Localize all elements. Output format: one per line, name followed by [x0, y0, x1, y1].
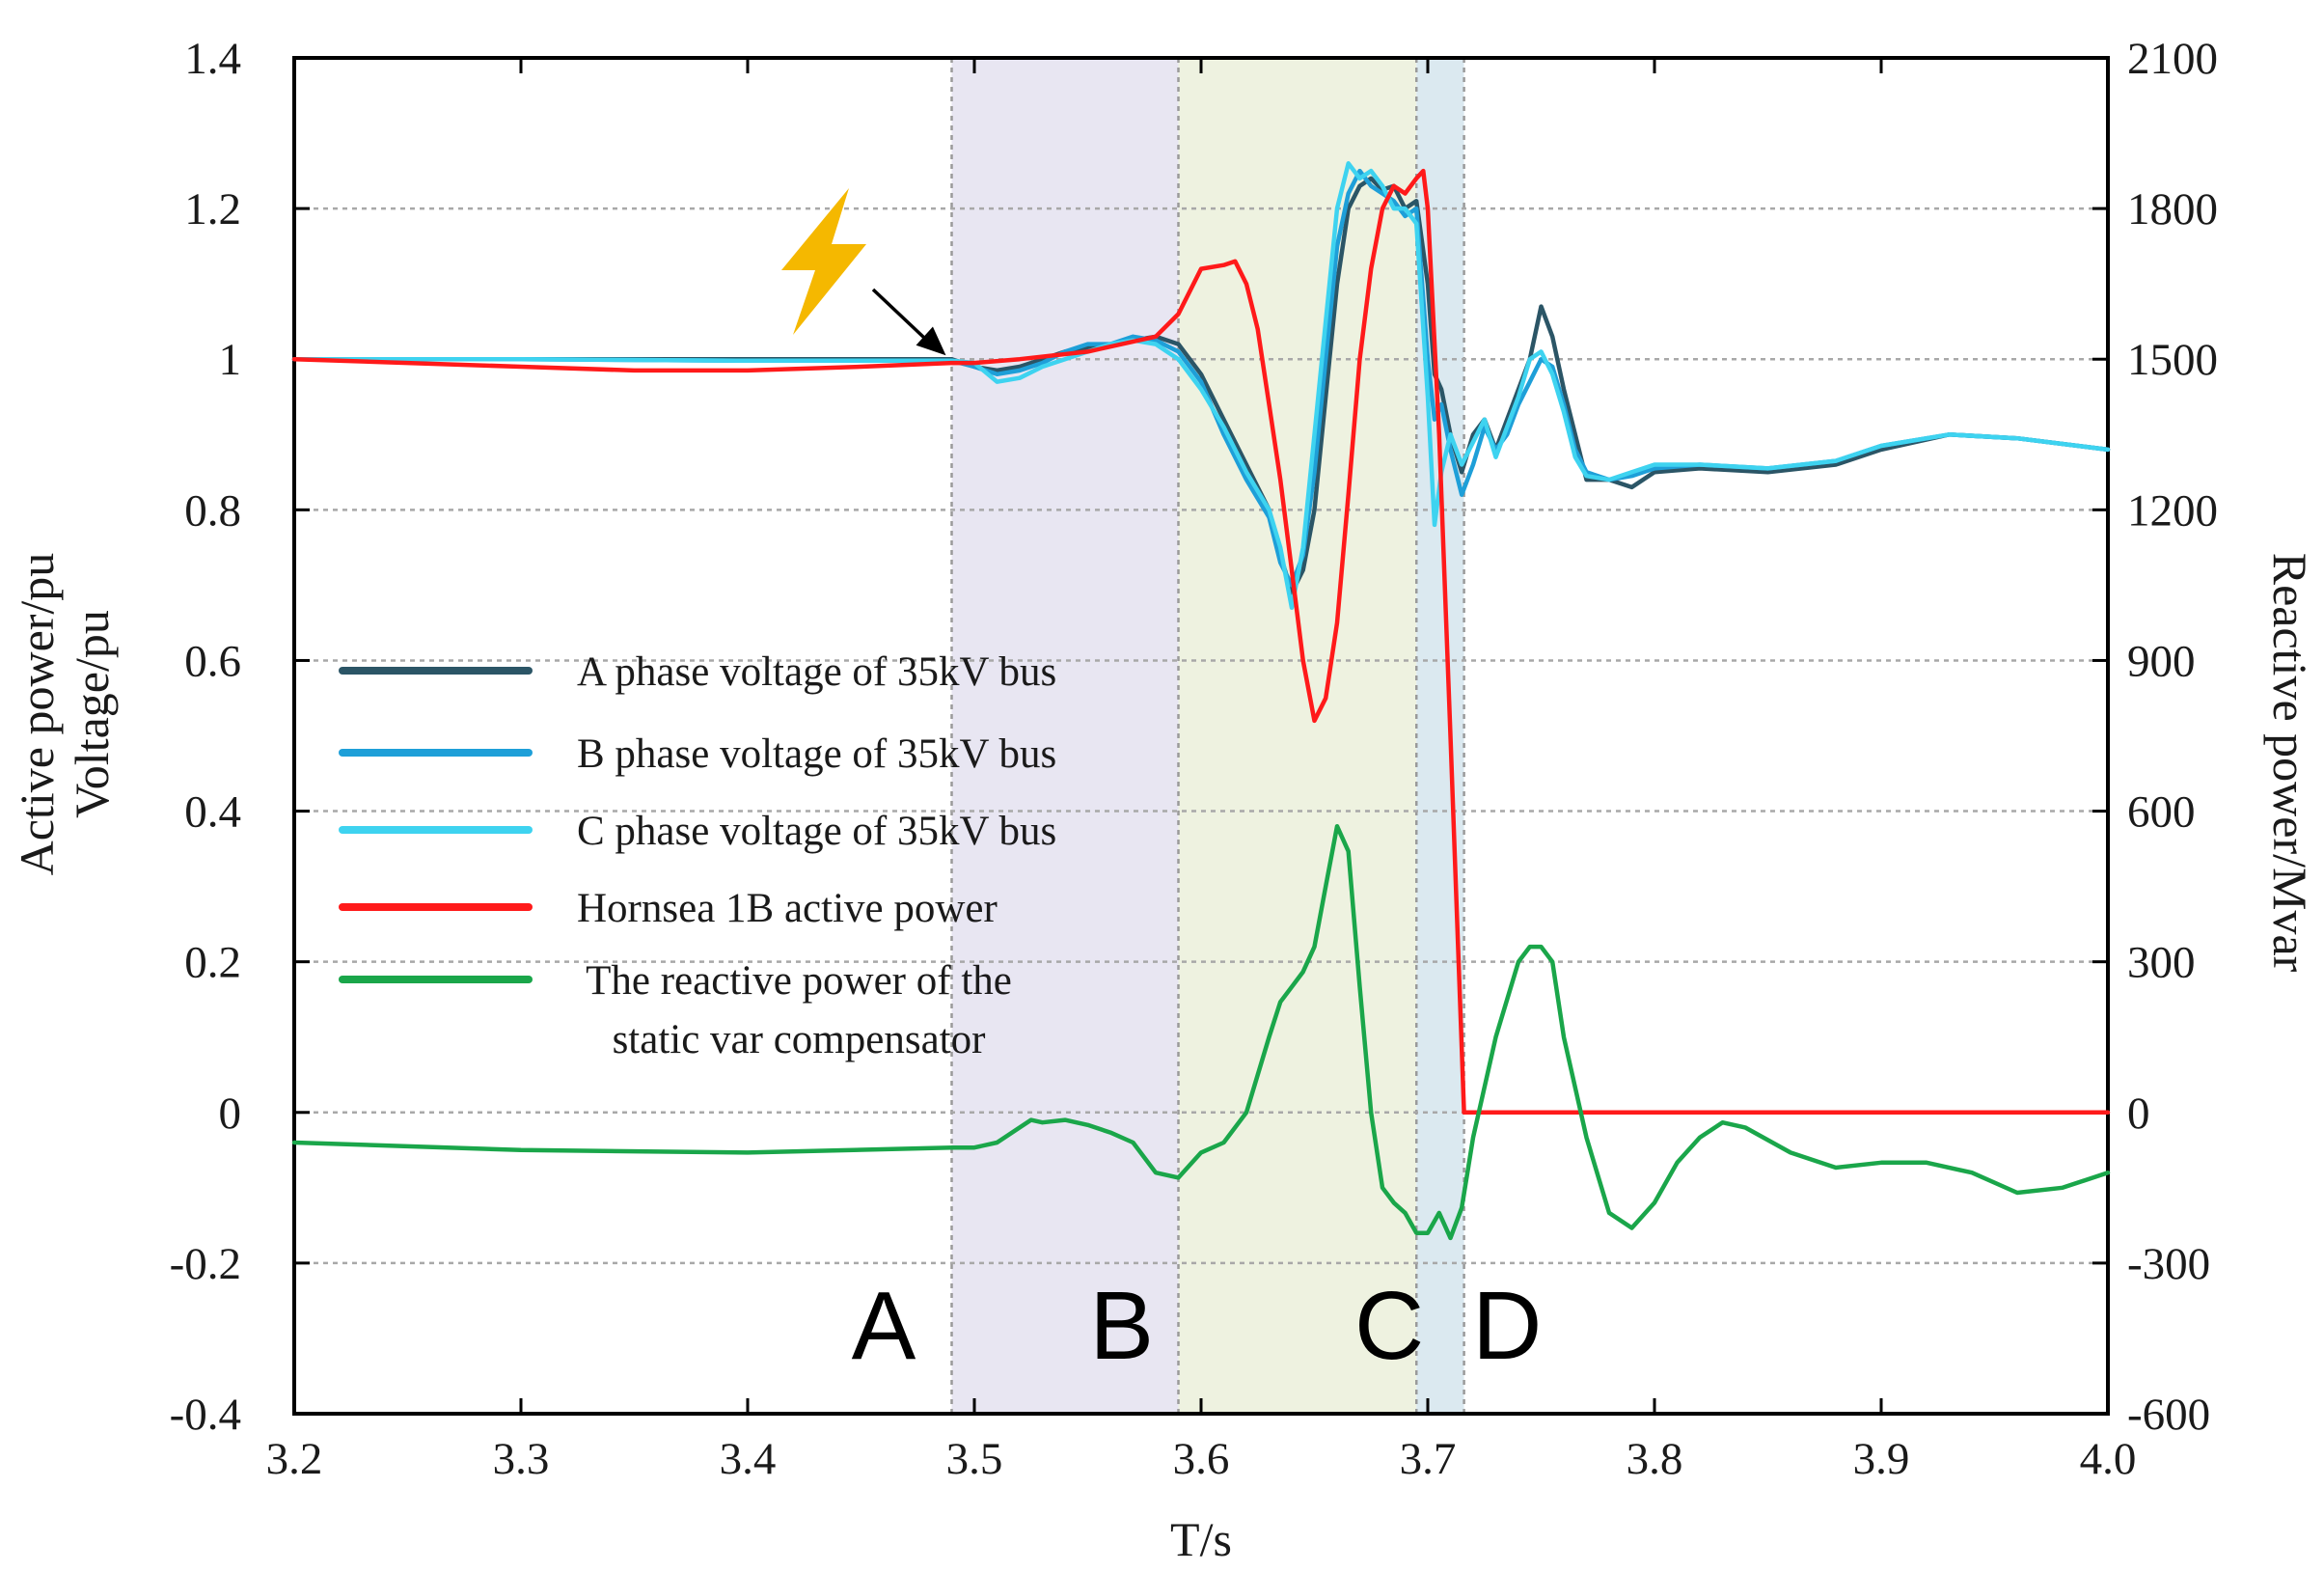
- y-right-tick-label: 900: [2127, 636, 2196, 686]
- y-left-tick-label: 1.4: [184, 34, 241, 84]
- series: [291, 161, 2111, 1241]
- region-label-d: D: [1472, 1272, 1542, 1380]
- legend-label-5: The reactive power of the: [586, 958, 1012, 1004]
- series-line-4: [291, 168, 2111, 1116]
- legend-label-3: C phase voltage of 35kV bus: [577, 809, 1056, 854]
- x-axis-title: T/s: [1170, 1512, 1232, 1566]
- y-right-tick-label: 1200: [2127, 485, 2218, 536]
- x-tick-label: 3.3: [493, 1434, 550, 1484]
- x-tick-label: 3.4: [720, 1434, 777, 1484]
- x-tick-label: 3.2: [266, 1434, 323, 1484]
- lightning-bolt-icon: [781, 188, 866, 335]
- y-left-tick-label: 0: [219, 1089, 242, 1139]
- fault-arrow-line: [871, 288, 930, 344]
- axes: 3.2 3.3 3.4 3.5 3.6 3.7 3.8 3.9 4.0 -0.4 -0.2 0 0.2 0…: [170, 34, 2218, 1484]
- region-a-shading: [951, 58, 1179, 1414]
- y-right-tick-label: -600: [2127, 1390, 2210, 1440]
- y-right-tick-label: 1500: [2127, 335, 2218, 385]
- y-left-tick-label: 1.2: [184, 184, 241, 234]
- y-left-tick-label: 0.6: [184, 636, 241, 686]
- legend-label-2: B phase voltage of 35kV bus: [577, 731, 1056, 777]
- region-label-c: C: [1354, 1272, 1424, 1380]
- y-axis-title-left-line2: Voltage/pu: [65, 610, 119, 818]
- grid: [294, 207, 2108, 1265]
- y-left-tick-label: 0.2: [184, 938, 241, 988]
- fault-arrow-head: [916, 326, 946, 356]
- y-left-tick-label: -0.4: [170, 1390, 241, 1440]
- y-left-tick-label: 0.8: [184, 485, 241, 536]
- legend-label-1: A phase voltage of 35kV bus: [577, 649, 1056, 695]
- y-left-tick-label: 0.4: [184, 787, 241, 838]
- shaded-regions: [950, 58, 1465, 1414]
- x-tick-label: 3.8: [1627, 1434, 1683, 1484]
- y-right-tick-label: -300: [2127, 1239, 2210, 1289]
- region-label-b: B: [1089, 1272, 1154, 1380]
- y-right-tick-label: 600: [2127, 787, 2196, 838]
- y-left-tick-label: 1: [219, 335, 242, 385]
- x-tick-label: 3.6: [1173, 1434, 1230, 1484]
- y-left-tick-label: -0.2: [170, 1239, 241, 1289]
- region-label-a: A: [852, 1272, 916, 1380]
- y-axis-title-left-line1: Active power/pu: [10, 553, 64, 876]
- legend-label-4: Hornsea 1B active power: [577, 886, 998, 931]
- region-b-shading: [1178, 58, 1417, 1414]
- y-right-tick-label: 0: [2127, 1089, 2150, 1139]
- y-right-tick-label: 300: [2127, 938, 2196, 988]
- y-right-tick-label: 1800: [2127, 184, 2218, 234]
- y-axis-title-right: Reactive power/Mvar: [2263, 553, 2317, 973]
- region-c-shading: [1416, 58, 1464, 1414]
- x-tick-label: 3.9: [1853, 1434, 1910, 1484]
- x-tick-label: 3.7: [1400, 1434, 1457, 1484]
- legend-label-5-cont: static var compensator: [613, 1017, 986, 1062]
- series-line-5: [291, 823, 2111, 1241]
- y-right-tick-label: 2100: [2127, 34, 2218, 84]
- x-tick-label: 4.0: [2080, 1434, 2137, 1484]
- legend: A phase voltage of 35kV bus B phase volta…: [339, 649, 1056, 1062]
- x-tick-label: 3.5: [946, 1434, 1003, 1484]
